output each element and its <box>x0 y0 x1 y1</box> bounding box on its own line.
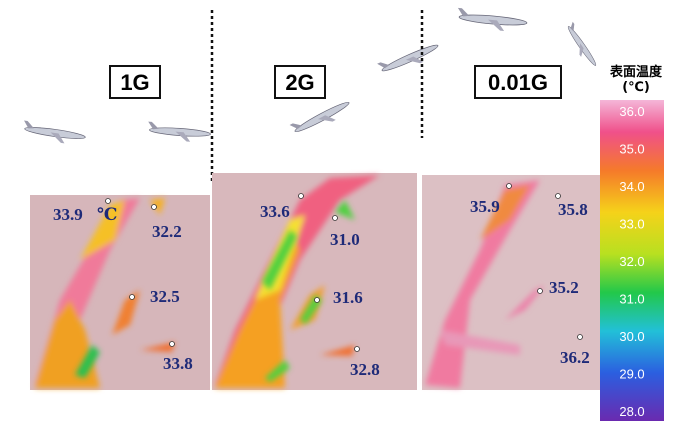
temperature-reading: 32.2 <box>152 222 182 241</box>
measure-point <box>354 346 360 352</box>
measure-point <box>151 204 157 210</box>
measure-point <box>129 294 135 300</box>
temperature-reading: 33.9 <box>53 205 83 224</box>
temperature-reading: 35.2 <box>549 278 579 297</box>
temperature-unit: ℃ <box>97 205 117 224</box>
temperature-reading: 35.9 <box>470 197 500 216</box>
thermal-image <box>30 195 210 390</box>
temperature-reading: 31.0 <box>330 230 360 249</box>
colorbar-tick-label: 30.0 <box>619 329 644 344</box>
measure-point <box>105 198 111 204</box>
panel-label: 1G <box>120 70 149 95</box>
colorbar-tick-label: 32.0 <box>619 254 644 269</box>
temperature-reading: 36.2 <box>560 348 590 367</box>
temperature-reading: 33.6 <box>260 202 290 221</box>
panel-label: 0.01G <box>488 70 548 95</box>
colorbar-tick-label: 31.0 <box>619 292 644 307</box>
colorbar-unit: (℃) <box>622 80 650 95</box>
colorbar-tick-label: 35.0 <box>619 142 644 157</box>
measure-point <box>298 193 304 199</box>
temperature-reading: 32.8 <box>350 360 380 379</box>
temperature-reading: 31.6 <box>333 288 363 307</box>
measure-point <box>314 297 320 303</box>
measure-point <box>537 288 543 294</box>
colorbar-tick-label: 33.0 <box>619 217 644 232</box>
temperature-reading: 35.8 <box>558 200 588 219</box>
thermal-image <box>212 173 417 390</box>
colorbar-title: 表面温度 <box>609 64 663 80</box>
measure-point <box>169 341 175 347</box>
panel-label: 2G <box>285 70 314 95</box>
measure-point <box>577 334 583 340</box>
measure-point <box>506 183 512 189</box>
panel-label-box <box>474 65 562 99</box>
colorbar <box>600 100 664 421</box>
measure-point <box>332 215 338 221</box>
colorbar-tick-label: 29.0 <box>619 367 644 382</box>
panel-label-box <box>274 65 326 99</box>
panel-label-box <box>109 65 161 99</box>
measure-point <box>555 193 561 199</box>
colorbar-tick-label: 36.0 <box>619 104 644 119</box>
temperature-reading: 33.8 <box>163 354 193 373</box>
thermal-image <box>422 175 600 390</box>
temperature-reading: 32.5 <box>150 287 180 306</box>
colorbar-tick-label: 34.0 <box>619 179 644 194</box>
colorbar-tick-label: 28.0 <box>619 404 644 419</box>
